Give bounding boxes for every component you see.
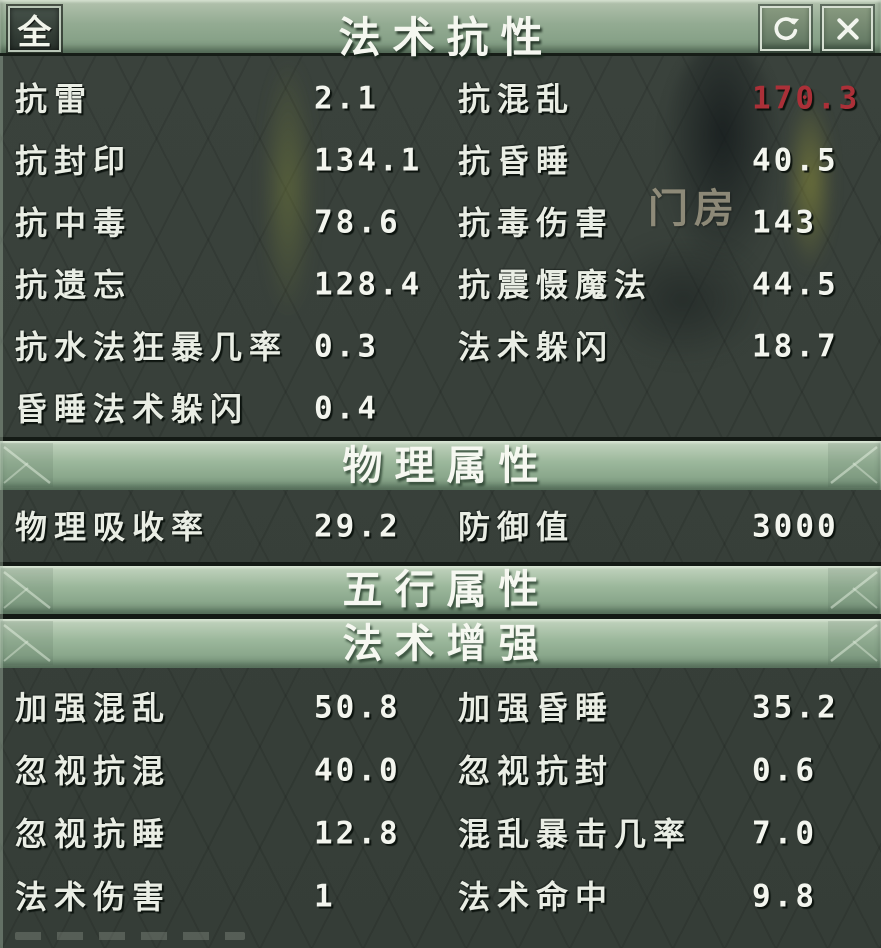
- stat-row: 抗雷 2.1 抗混乱 170.3: [0, 68, 881, 130]
- clipped-next-row: [15, 932, 245, 940]
- stat-label: 抗震慑魔法: [458, 267, 654, 303]
- stat-row: 抗中毒 78.6 抗毒伤害 143: [0, 192, 881, 254]
- stat-label: 抗毒伤害: [458, 205, 615, 241]
- stat-row: 法术伤害 1 法术命中 9.8: [0, 865, 881, 928]
- stat-value: 18.7: [752, 328, 839, 365]
- close-icon: [832, 13, 864, 45]
- scene-character-shape: [662, 42, 782, 272]
- section-title: 五行属性: [342, 568, 551, 612]
- scene-sign-text: 门房: [648, 187, 740, 231]
- stat-label: 忽视抗封: [458, 752, 615, 789]
- section-divider: [0, 437, 881, 441]
- ribbon-fold-icon: [1, 568, 53, 612]
- stat-label: 抗昏睡: [458, 143, 576, 179]
- section-title: 物理属性: [342, 443, 551, 488]
- stat-value: 2.1: [314, 80, 379, 117]
- stat-row: 加强混乱 50.8 加强昏睡 35.2: [0, 676, 881, 739]
- stat-value: 143: [752, 204, 817, 241]
- ribbon-fold-icon: [1, 443, 53, 487]
- physical-section: 物理吸收率 29.2 防御值 3000: [0, 490, 881, 562]
- section-divider: [0, 562, 881, 566]
- titlebar: 法术抗性 全: [0, 0, 881, 61]
- ribbon-fold-icon: [1, 621, 53, 665]
- stat-value: 50.8: [314, 689, 401, 725]
- refresh-icon: [769, 12, 803, 46]
- stat-value: 7.0: [752, 815, 817, 851]
- section-title: 法术增强: [342, 621, 551, 666]
- stat-value: 1: [314, 878, 336, 914]
- scene-yellow-glow-2: [262, 58, 314, 318]
- section-header-magic-enhance[interactable]: 法术增强: [0, 619, 881, 668]
- stat-value: 0.3: [314, 328, 379, 365]
- stat-label: 法术躲闪: [458, 329, 615, 365]
- magic-enhance-section: 加强混乱 50.8 加强昏睡 35.2 忽视抗混 40.0 忽视抗封 0.6 忽…: [0, 668, 881, 948]
- section-header-five-elements[interactable]: 五行属性: [0, 566, 881, 614]
- ribbon-fold-icon: [828, 621, 880, 665]
- stat-value: 128.4: [314, 266, 423, 303]
- refresh-button[interactable]: [760, 6, 811, 51]
- scene-shadow-shape: [598, 235, 768, 365]
- stat-label: 抗雷: [15, 81, 94, 117]
- stat-label: 抗水法狂暴几率: [15, 329, 289, 365]
- stat-label: 法术伤害: [15, 878, 172, 915]
- stat-row: 物理吸收率 29.2 防御值 3000: [0, 496, 881, 558]
- window-title: 法术抗性: [338, 14, 555, 61]
- stat-label: 忽视抗睡: [15, 815, 172, 852]
- stat-label: 抗混乱: [458, 81, 576, 117]
- stat-label: 混乱暴击几率: [458, 815, 693, 852]
- stat-label: 加强混乱: [15, 689, 172, 726]
- window-left-edge: [0, 56, 3, 948]
- stat-row: 昏睡法术躲闪 0.4: [0, 378, 881, 440]
- stat-label: 抗中毒: [15, 205, 133, 241]
- stat-value: 0.4: [314, 390, 379, 427]
- stat-label: 防御值: [458, 509, 576, 545]
- stat-row: 忽视抗混 40.0 忽视抗封 0.6: [0, 739, 881, 802]
- stat-row: 忽视抗睡 12.8 混乱暴击几率 7.0: [0, 802, 881, 865]
- ribbon-fold-icon: [828, 568, 880, 612]
- stat-value: 12.8: [314, 815, 401, 851]
- section-header-physical[interactable]: 物理属性: [0, 441, 881, 490]
- stat-value: 40.0: [314, 752, 401, 788]
- ribbon-fold-icon: [828, 443, 880, 487]
- stat-label: 物理吸收率: [15, 509, 211, 545]
- all-button[interactable]: 全: [8, 6, 61, 52]
- section-divider: [0, 614, 881, 619]
- stat-value: 35.2: [752, 689, 839, 725]
- stat-value: 3000: [752, 508, 839, 545]
- stat-row: 抗封印 134.1 抗昏睡 40.5: [0, 130, 881, 192]
- stat-label: 法术命中: [458, 878, 615, 915]
- stat-value: 9.8: [752, 878, 817, 914]
- stat-label: 加强昏睡: [458, 689, 615, 726]
- stat-value: 44.5: [752, 266, 839, 303]
- close-button[interactable]: [822, 6, 873, 51]
- stat-value: 29.2: [314, 508, 401, 545]
- stat-row: 抗水法狂暴几率 0.3 法术躲闪 18.7: [0, 316, 881, 378]
- scene-yellow-glow: [786, 95, 834, 270]
- stat-value: 134.1: [314, 142, 423, 179]
- stat-value: 78.6: [314, 204, 401, 241]
- stat-label: 昏睡法术躲闪: [15, 391, 250, 427]
- stat-value: 0.6: [752, 752, 817, 788]
- stat-value-highlighted: 170.3: [752, 80, 861, 117]
- magic-resistance-section: 抗雷 2.1 抗混乱 170.3 抗封印 134.1 抗昏睡 40.5 抗中毒 …: [0, 56, 881, 437]
- stat-row: 抗遗忘 128.4 抗震慑魔法 44.5: [0, 254, 881, 316]
- stat-label: 忽视抗混: [15, 752, 172, 789]
- stat-label: 抗封印: [15, 143, 133, 179]
- stat-label: 抗遗忘: [15, 267, 133, 303]
- stat-value: 40.5: [752, 142, 839, 179]
